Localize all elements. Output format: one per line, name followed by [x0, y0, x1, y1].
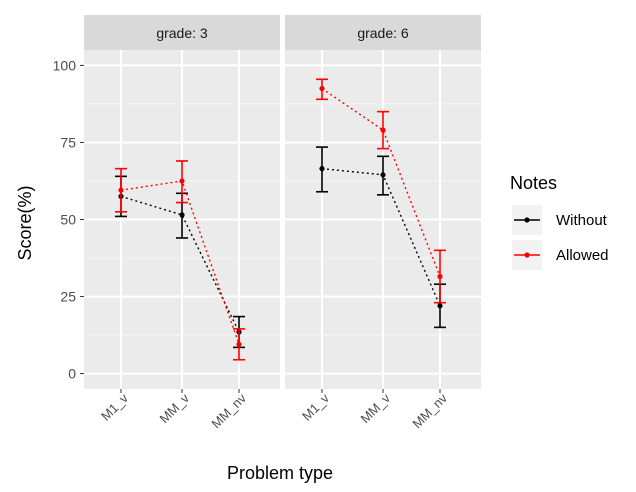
facet-strip: [285, 15, 481, 50]
data-point: [179, 212, 185, 218]
y-axis-title: Score(%): [15, 185, 35, 260]
y-tick-label: 0: [68, 366, 76, 382]
x-tick-label: MM_v: [156, 390, 192, 426]
series-line: [120, 195, 240, 333]
data-point: [437, 303, 443, 309]
facet-panel-2: grade: 6: [285, 15, 481, 389]
legend-point: [524, 217, 530, 223]
x-tick-label: MM_v: [357, 390, 393, 426]
legend-label: Allowed: [556, 247, 609, 264]
x-tick-label: M1_v: [299, 390, 332, 423]
data-point: [179, 178, 185, 184]
data-point: [319, 85, 325, 92]
facet-strip-label: grade: 3: [156, 25, 208, 41]
x-tick-label: MM_nv: [409, 390, 450, 431]
data-point: [380, 172, 386, 178]
y-tick-label: 75: [60, 134, 76, 150]
y-tick-label: 50: [60, 212, 76, 228]
facet-strip-label: grade: 6: [357, 25, 409, 41]
x-axis-title: Problem type: [227, 463, 333, 483]
series-allowed: [115, 160, 245, 361]
legend-entry-without: Without: [512, 205, 608, 235]
legend-entry-allowed: Allowed: [512, 240, 609, 270]
legend: Notes Without Allowed: [510, 173, 609, 270]
x-axis: M1_v MM_v MM_nv M1_v MM_v MM_nv: [98, 389, 450, 431]
data-point: [380, 127, 386, 133]
data-point: [437, 273, 443, 280]
x-tick-label: MM_nv: [208, 390, 249, 431]
y-tick-label: 25: [60, 289, 76, 305]
legend-title: Notes: [510, 173, 557, 193]
x-tick-label: M1_v: [98, 390, 131, 423]
data-point: [118, 187, 124, 193]
y-tick-label: 100: [53, 57, 77, 73]
data-point: [236, 341, 242, 347]
legend-label: Without: [556, 212, 608, 229]
series-without: [316, 146, 446, 329]
series-allowed: [316, 78, 446, 304]
legend-point: [524, 252, 530, 258]
y-axis: 0 25 50 75 100: [53, 57, 84, 382]
facet-panel-1: grade: 3: [84, 15, 280, 389]
facet-panels: grade: 3 grade: 6: [84, 15, 481, 389]
facet-strip: [84, 15, 280, 50]
data-point: [319, 166, 325, 172]
